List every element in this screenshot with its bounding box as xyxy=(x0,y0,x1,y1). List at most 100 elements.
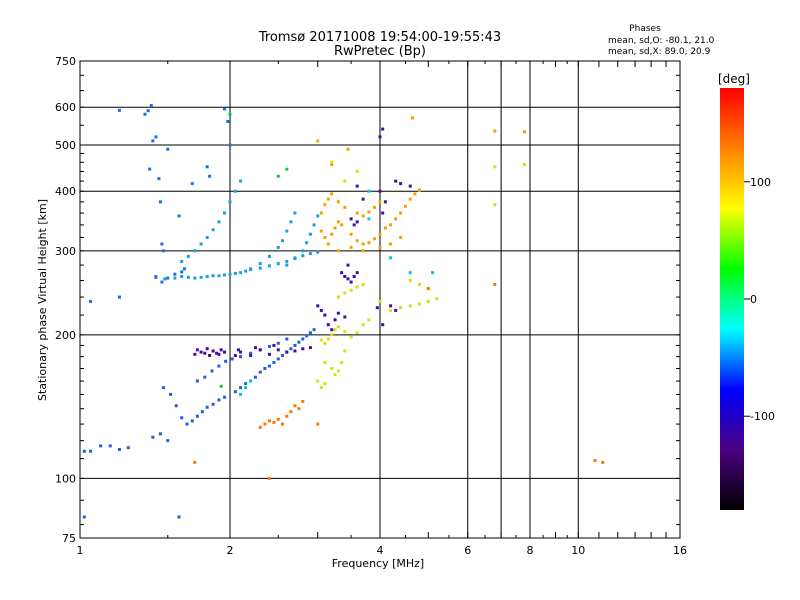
data-point xyxy=(117,447,121,451)
data-point xyxy=(408,184,412,188)
colorbar-label: [deg] xyxy=(718,72,750,86)
data-point xyxy=(190,182,194,186)
data-point xyxy=(293,211,297,215)
stats-x-line: mean, sd,X: 89.0, 20.9 xyxy=(608,47,711,57)
data-point xyxy=(244,269,248,273)
data-point xyxy=(367,210,371,214)
data-point xyxy=(361,214,365,218)
data-point xyxy=(383,200,387,204)
data-point xyxy=(160,242,164,246)
data-point xyxy=(308,331,312,335)
data-point xyxy=(323,360,327,364)
data-point xyxy=(301,337,305,341)
y-tick-label: 100 xyxy=(55,472,76,485)
data-point xyxy=(228,200,232,204)
data-point xyxy=(333,226,337,230)
data-point xyxy=(186,275,190,279)
data-point xyxy=(493,129,497,133)
data-point xyxy=(126,446,130,450)
data-point xyxy=(239,350,243,354)
data-point xyxy=(163,277,167,281)
data-point xyxy=(239,386,243,390)
x-tick-label: 6 xyxy=(464,544,471,557)
data-point xyxy=(330,328,334,332)
data-point xyxy=(211,228,215,232)
data-point xyxy=(375,306,379,310)
data-point xyxy=(355,220,359,224)
data-point xyxy=(411,116,415,120)
data-point xyxy=(193,460,197,464)
data-point xyxy=(276,357,280,361)
data-point xyxy=(193,276,197,280)
data-point xyxy=(195,414,199,418)
data-point xyxy=(319,338,323,342)
data-point xyxy=(190,419,194,423)
data-point xyxy=(180,275,184,279)
data-point xyxy=(330,192,334,196)
data-point xyxy=(82,449,86,453)
data-point xyxy=(143,112,147,116)
data-point xyxy=(293,256,297,260)
data-point xyxy=(323,341,327,345)
data-point xyxy=(367,189,371,193)
data-point xyxy=(276,174,280,178)
colorbar-tick-label: 0 xyxy=(750,293,757,306)
data-point xyxy=(89,299,93,303)
data-point xyxy=(253,346,257,350)
data-point xyxy=(267,419,271,423)
data-point xyxy=(408,278,412,282)
data-point xyxy=(378,299,382,303)
data-point xyxy=(333,373,337,377)
data-point xyxy=(217,220,221,224)
data-point xyxy=(285,167,289,171)
data-point xyxy=(82,515,86,519)
data-point xyxy=(293,349,297,353)
colorbar-ticks: 100 0 -100 xyxy=(744,176,775,423)
data-point xyxy=(361,197,365,201)
data-point xyxy=(173,272,177,276)
data-point xyxy=(276,341,280,345)
data-point xyxy=(272,360,276,364)
data-point xyxy=(253,375,257,379)
data-point xyxy=(378,245,382,249)
data-point xyxy=(343,315,347,319)
data-point xyxy=(166,439,170,443)
data-point xyxy=(258,348,262,352)
data-point xyxy=(193,249,197,253)
y-tick-label: 600 xyxy=(55,101,76,114)
data-point xyxy=(308,346,312,350)
data-point xyxy=(319,211,323,215)
data-point xyxy=(326,242,330,246)
data-point xyxy=(355,285,359,289)
data-point xyxy=(267,364,271,368)
data-point xyxy=(336,295,340,299)
data-point xyxy=(223,107,227,111)
data-point xyxy=(408,304,412,308)
data-point xyxy=(180,270,184,274)
data-point xyxy=(161,249,165,253)
data-point xyxy=(399,182,403,186)
data-point xyxy=(349,245,353,249)
data-point xyxy=(523,163,527,167)
data-point xyxy=(417,188,421,192)
data-point xyxy=(316,422,320,426)
data-point xyxy=(205,405,209,409)
data-point xyxy=(326,323,330,327)
data-point xyxy=(431,271,435,275)
data-point xyxy=(215,351,219,355)
data-point xyxy=(319,308,323,312)
data-point xyxy=(301,254,305,258)
data-point xyxy=(208,174,212,178)
data-point xyxy=(210,369,214,373)
data-point xyxy=(195,379,199,383)
data-point xyxy=(399,211,403,215)
data-point xyxy=(249,353,253,357)
x-tick-label: 8 xyxy=(527,544,534,557)
data-point xyxy=(389,304,393,308)
data-point xyxy=(211,274,215,278)
data-point xyxy=(208,353,212,357)
data-point xyxy=(426,299,430,303)
data-point xyxy=(230,357,234,361)
x-tick-label: 16 xyxy=(673,544,687,557)
data-point xyxy=(223,395,227,399)
